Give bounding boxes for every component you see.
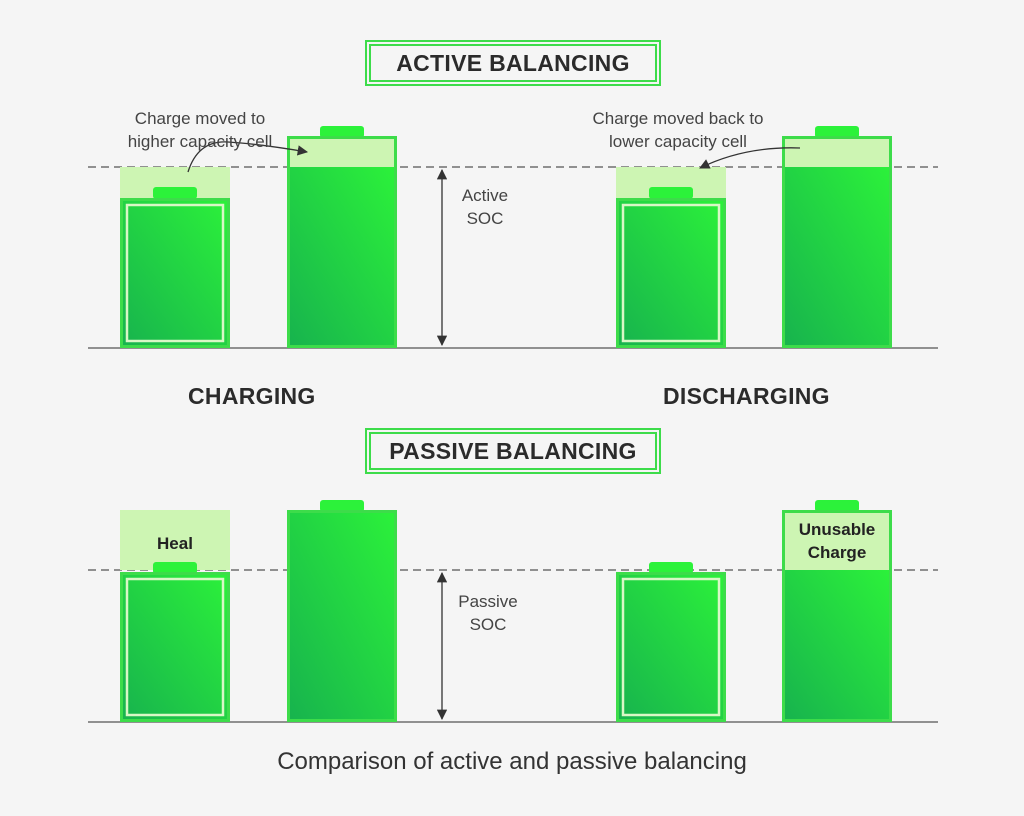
heal-label: Heal <box>157 534 193 553</box>
active-discharging-note: Charge moved back to lower capacity cell <box>558 107 798 153</box>
active-charging-note-line2: higher capacity cell <box>127 132 273 151</box>
active-charging-arrow <box>187 141 309 173</box>
passive-balancing-title-text: PASSIVE BALANCING <box>389 437 637 464</box>
unusable-charge-label: Unusable Charge <box>782 518 892 564</box>
active-balancing-title: ACTIVE BALANCING <box>365 40 661 86</box>
active-discharging-small-battery <box>616 167 726 348</box>
active-soc-label: Active SOC <box>450 184 520 230</box>
figure-caption: Comparison of active and passive balanci… <box>277 748 747 775</box>
passive-soc-label: Passive SOC <box>448 590 528 636</box>
active-discharging-big-battery <box>782 126 892 348</box>
passive-charging-big-battery <box>287 500 397 722</box>
active-charging-big-battery <box>287 126 397 348</box>
unusable-charge-line2: Charge <box>807 543 867 562</box>
discharging-label: DISCHARGING <box>663 383 830 409</box>
passive-discharging-big-battery <box>782 500 892 722</box>
passive-soc-label-line2: SOC <box>469 615 507 634</box>
active-charging-note: Charge moved to higher capacity cell <box>90 107 310 153</box>
active-soc-label-line1: Active <box>461 186 509 205</box>
active-charging-small-battery <box>120 187 230 348</box>
active-soc-label-line2: SOC <box>466 209 504 228</box>
passive-balancing-title: PASSIVE BALANCING <box>365 428 661 474</box>
passive-heal-highlight <box>120 510 230 570</box>
active-balancing-title-text: ACTIVE BALANCING <box>396 49 630 76</box>
active-charging-note-line1: Charge moved to <box>134 109 266 128</box>
unusable-charge-line1: Unusable <box>798 520 876 539</box>
passive-soc-label-line1: Passive <box>458 592 518 611</box>
passive-charging-small-battery <box>120 562 230 722</box>
active-discharging-note-line2: lower capacity cell <box>609 132 747 151</box>
active-discharging-arrow <box>699 147 801 169</box>
charging-label: CHARGING <box>188 383 316 409</box>
passive-discharging-small-battery <box>616 562 726 722</box>
active-discharging-note-line1: Charge moved back to <box>592 109 764 128</box>
